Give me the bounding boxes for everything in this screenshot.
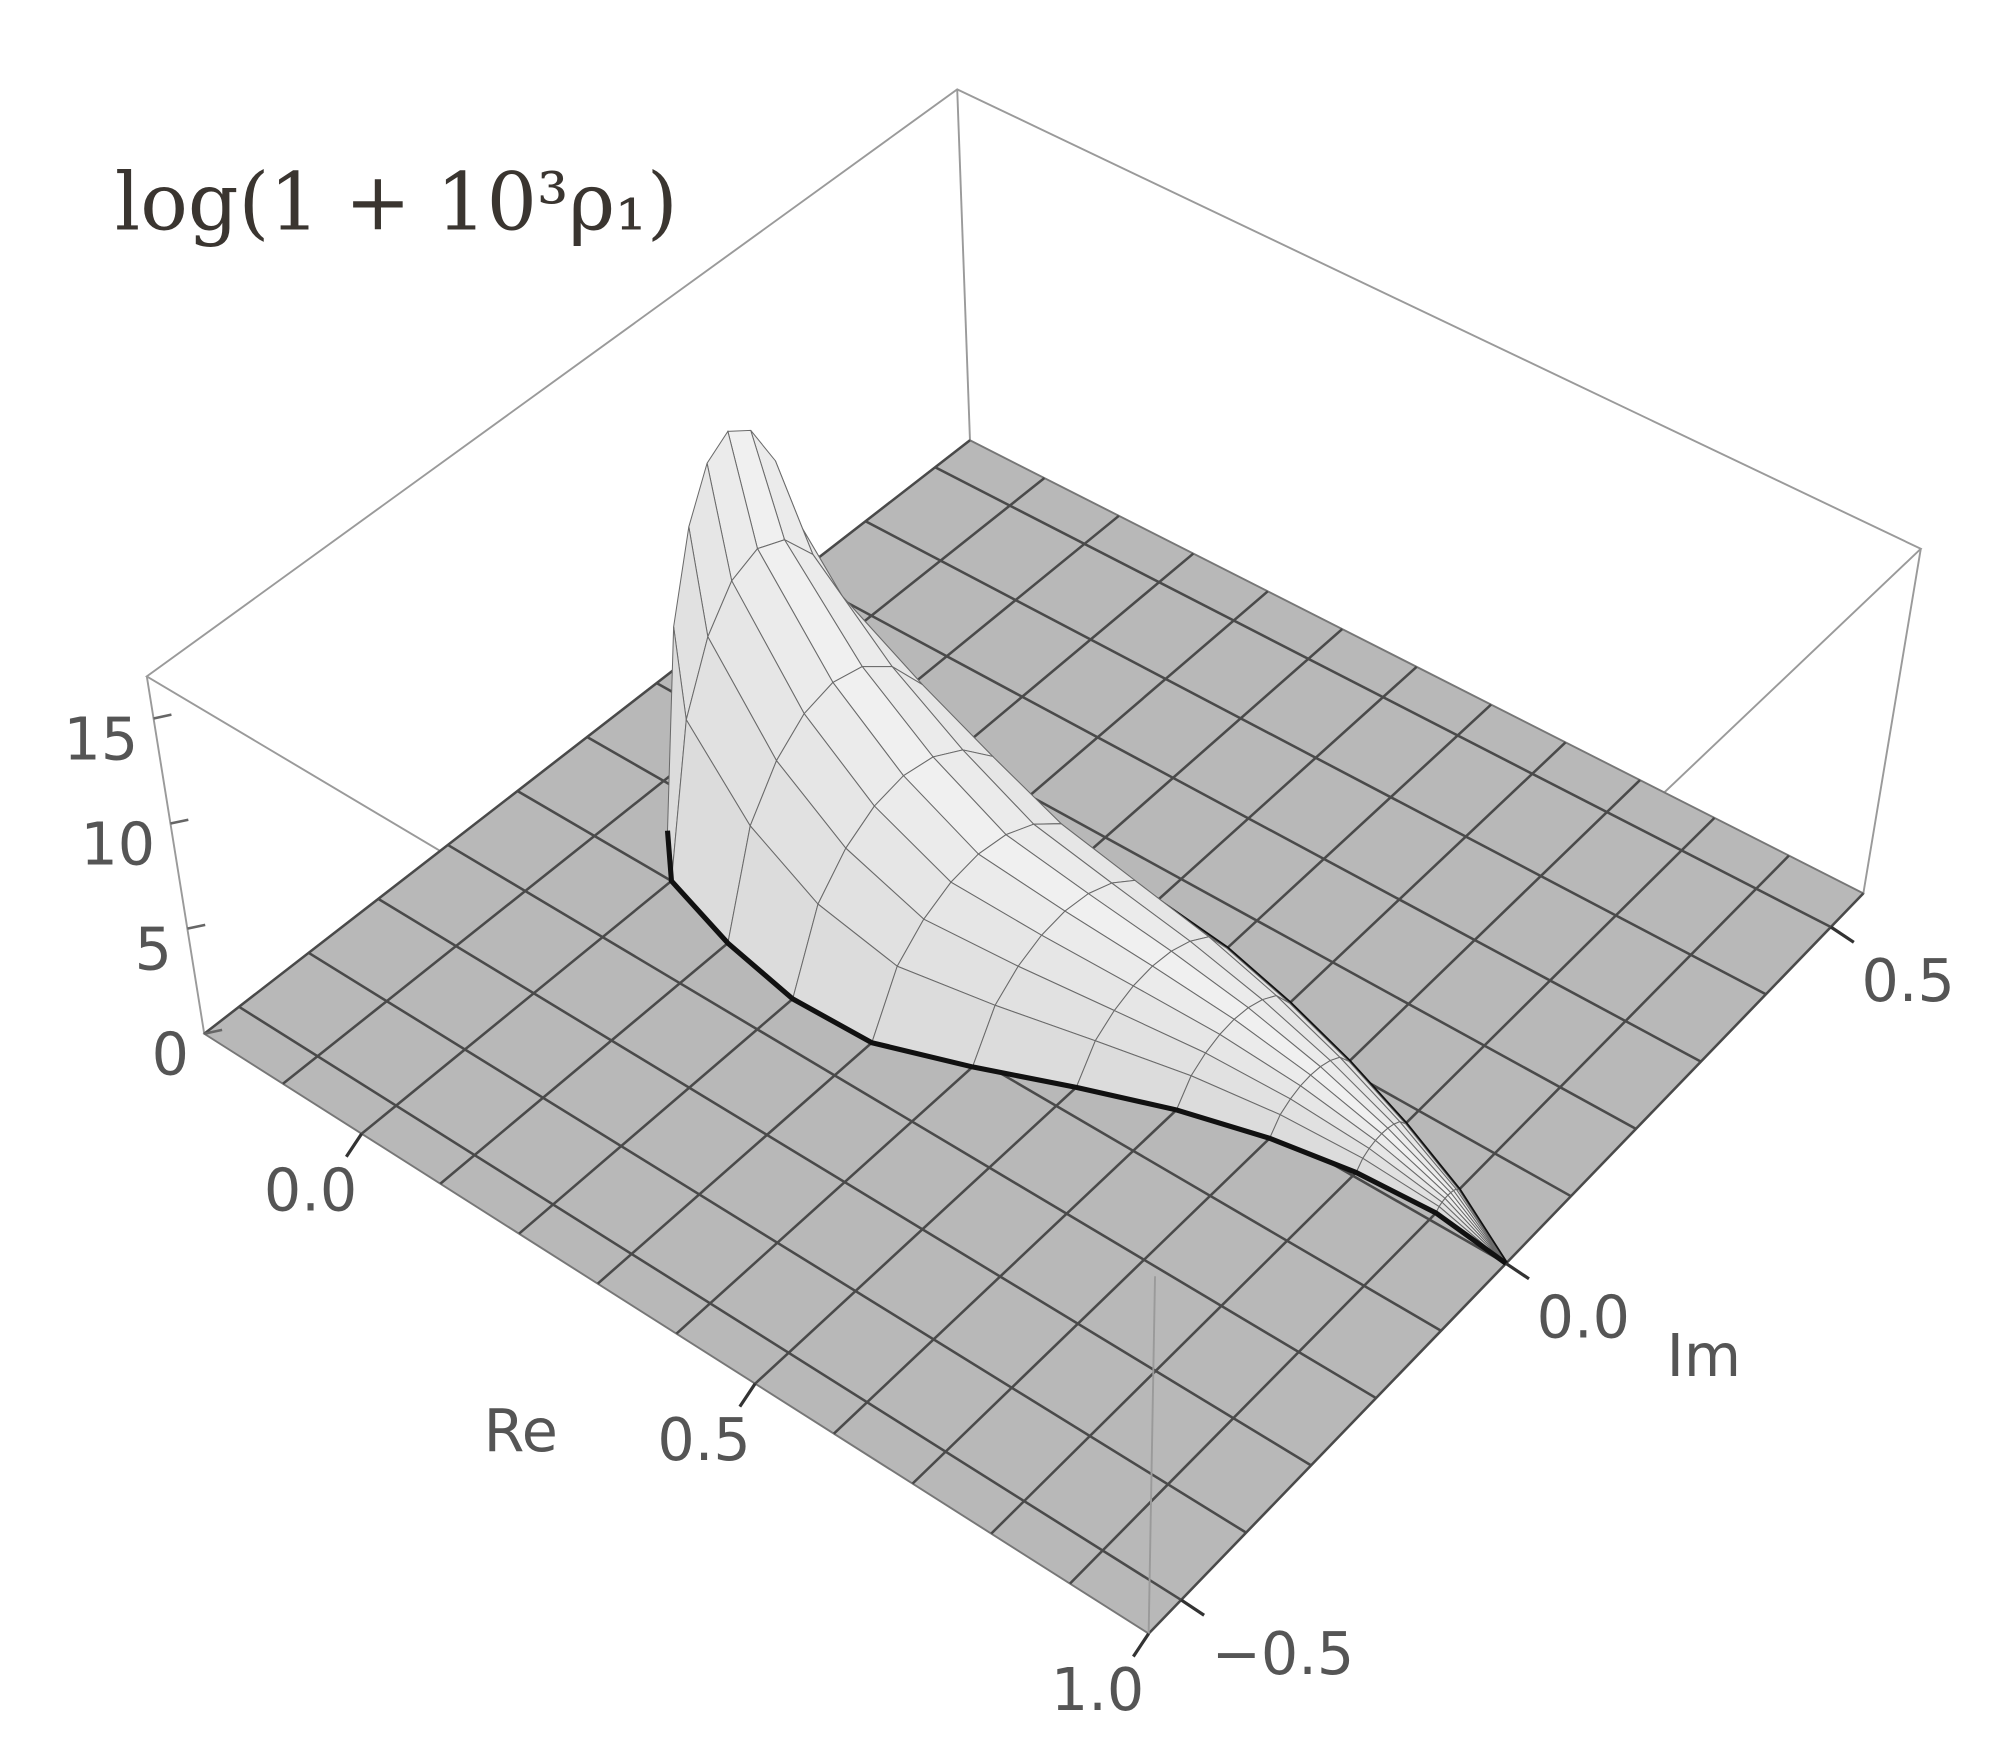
mesh-line xyxy=(377,897,1312,1467)
box-edge xyxy=(956,89,971,441)
mesh-line xyxy=(307,951,1247,1534)
y-tick xyxy=(1829,925,1855,944)
mesh-line xyxy=(447,843,1377,1400)
z-tick xyxy=(187,923,206,930)
z-tick-label: 15 xyxy=(64,705,139,773)
z-tick xyxy=(170,818,189,825)
mesh-line xyxy=(864,520,1767,996)
box-edge xyxy=(1147,1276,1156,1634)
box-edge xyxy=(1862,548,1922,894)
z-tick xyxy=(153,713,172,720)
boundary-lower xyxy=(664,830,1508,1266)
x-tick xyxy=(1132,1632,1150,1658)
y-tick-label: 0.0 xyxy=(1537,1283,1630,1351)
y-tick-label: −0.5 xyxy=(1212,1620,1355,1688)
mesh-line xyxy=(238,1005,1182,1602)
z-tick xyxy=(203,1028,223,1036)
y-tick xyxy=(1180,1598,1205,1617)
x-axis-label: Re xyxy=(484,1397,558,1465)
chart-title: log(1 + 10³ρ₁) xyxy=(115,157,678,249)
z-tick-label: 0 xyxy=(152,1021,189,1089)
mesh-line xyxy=(934,466,1832,929)
x-tick-label: 0.0 xyxy=(264,1156,357,1224)
y-tick-label: 0.5 xyxy=(1861,947,1954,1015)
mesh-line xyxy=(795,574,1702,1063)
box-edge xyxy=(145,676,206,1034)
x-tick xyxy=(344,1132,363,1158)
x-tick-label: 0.5 xyxy=(657,1406,750,1474)
y-tick xyxy=(1505,1262,1530,1281)
z-tick-label: 10 xyxy=(80,810,155,878)
x-tick-label: 1.0 xyxy=(1051,1656,1144,1724)
z-tick-label: 5 xyxy=(135,915,172,983)
y-axis-label: Im xyxy=(1667,1322,1741,1390)
x-tick xyxy=(738,1382,757,1408)
